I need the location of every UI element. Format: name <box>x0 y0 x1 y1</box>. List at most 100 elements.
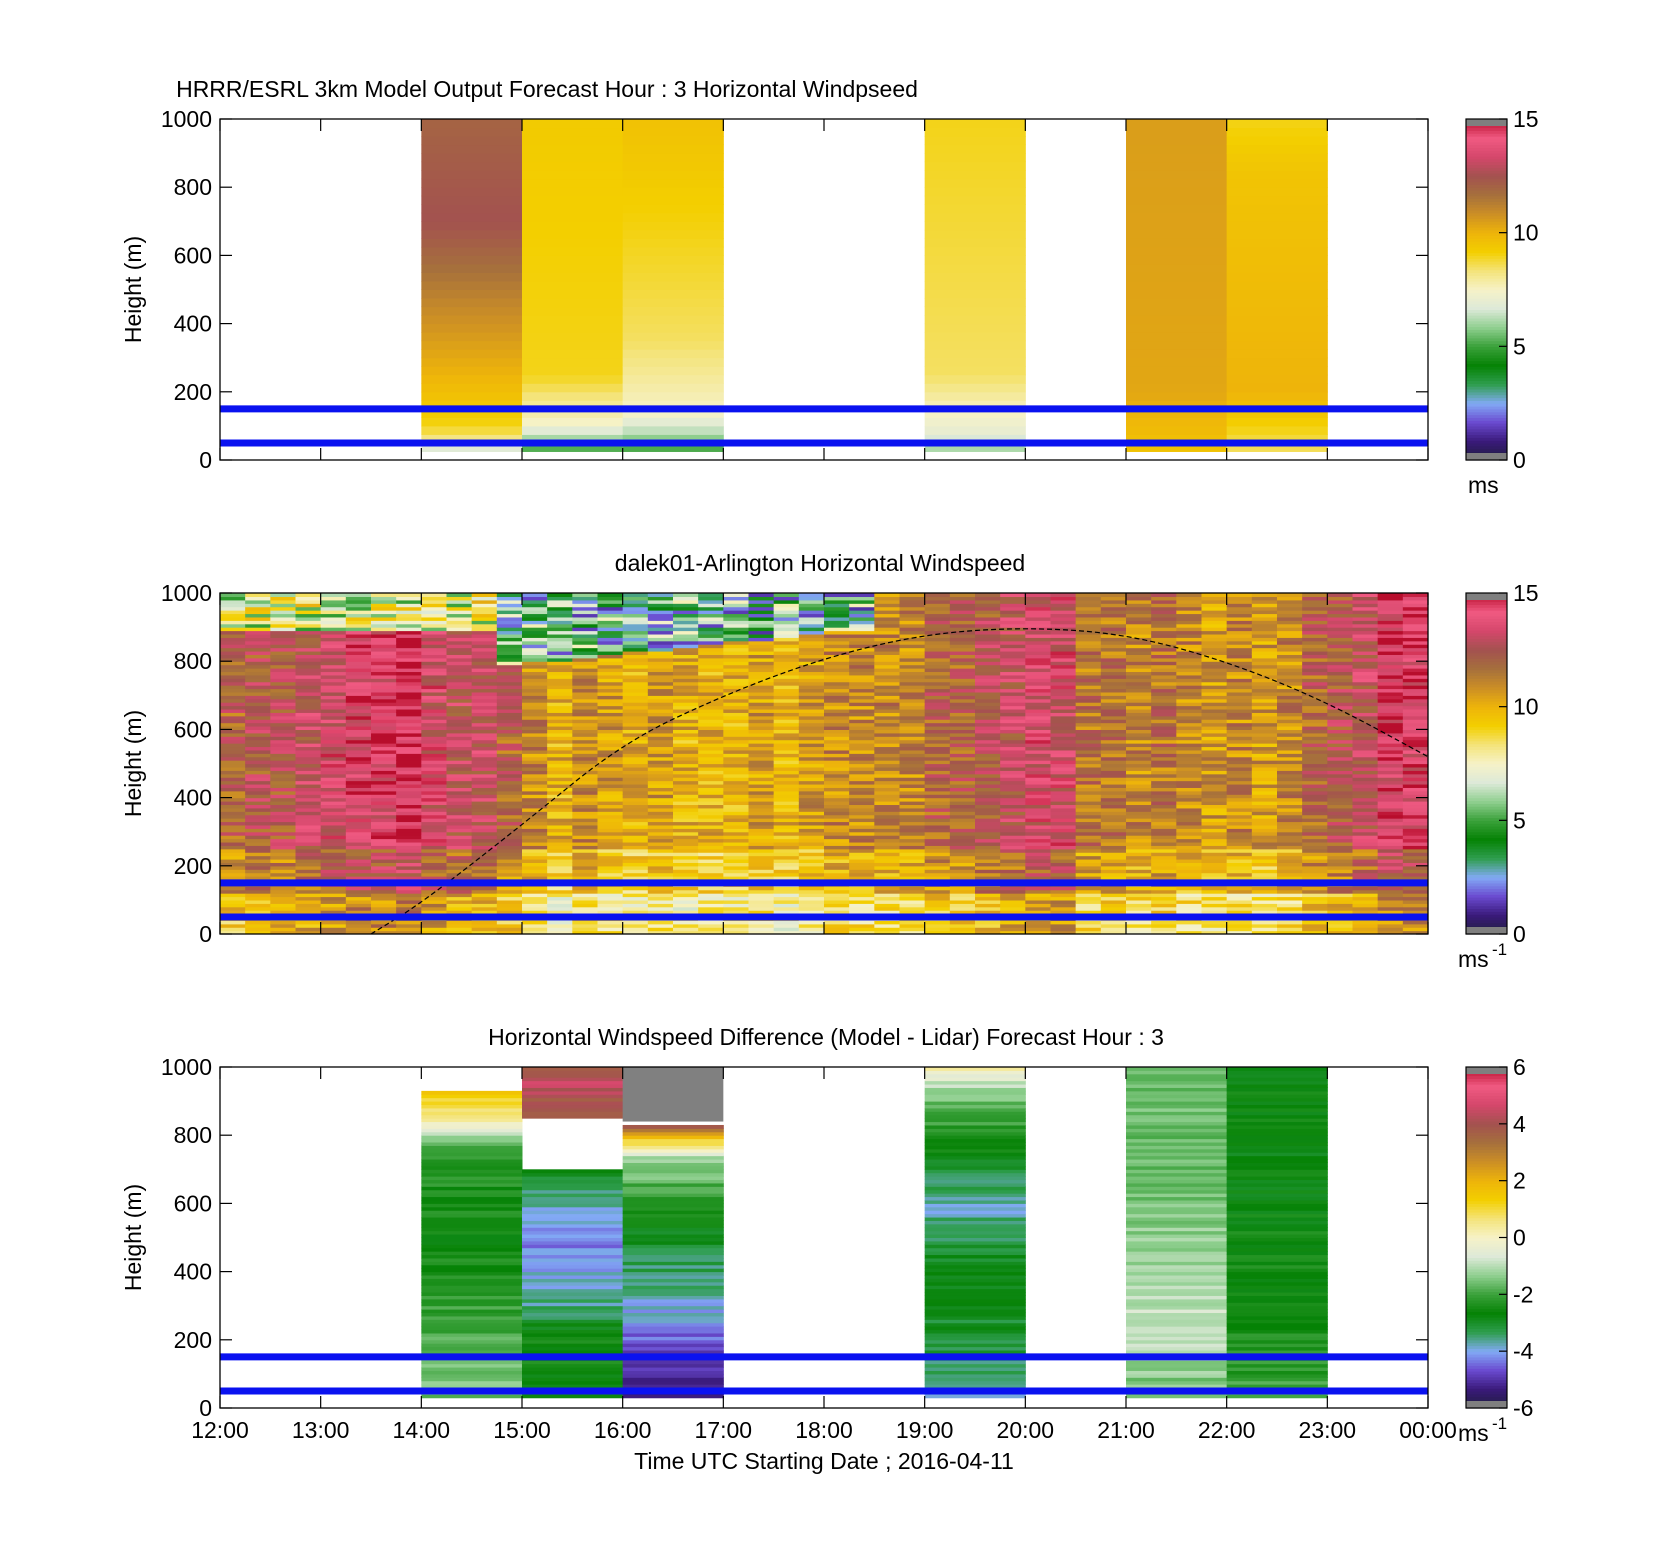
heatmap-cell <box>874 783 901 788</box>
heatmap-cell <box>698 804 724 809</box>
heatmap-cell <box>1151 596 1177 601</box>
heatmap-cell <box>698 889 724 894</box>
heatmap-cell <box>572 910 599 915</box>
colorbar-band <box>1466 212 1507 217</box>
heatmap-cell <box>471 889 498 894</box>
heatmap-cell <box>899 886 926 891</box>
heatmap-cell <box>471 647 498 652</box>
heatmap-cell <box>1126 170 1228 180</box>
heatmap-cell <box>798 797 825 802</box>
heatmap-cell <box>1201 729 1228 734</box>
heatmap-cell <box>220 657 246 662</box>
heatmap-cell <box>421 315 523 325</box>
heatmap-cell <box>1277 777 1303 782</box>
heatmap-cell <box>547 841 573 846</box>
heatmap-cell <box>345 620 372 625</box>
heatmap-cell <box>1100 722 1127 727</box>
heatmap-cell <box>849 835 875 840</box>
heatmap-cell <box>798 606 825 611</box>
heatmap-cell <box>1151 681 1177 686</box>
heatmap-cell <box>1075 630 1102 635</box>
heatmap-cell <box>647 903 674 908</box>
heatmap-cell <box>1126 616 1152 621</box>
heatmap-cell <box>698 678 724 683</box>
heatmap-cell <box>320 722 347 727</box>
heatmap-cell <box>1302 858 1328 863</box>
heatmap-cell <box>396 616 422 621</box>
heatmap-cell <box>874 708 901 713</box>
heatmap-cell <box>446 930 473 934</box>
heatmap-cell <box>295 633 322 638</box>
heatmap-cell <box>270 610 297 615</box>
heatmap-cell <box>723 835 750 840</box>
heatmap-cell <box>245 787 271 792</box>
heatmap-cell <box>773 821 800 826</box>
heatmap-cell <box>1075 702 1102 707</box>
heatmap-cell <box>471 691 498 696</box>
heatmap-cell <box>949 685 976 690</box>
heatmap-cell <box>723 920 750 925</box>
heatmap-cell <box>1100 818 1127 823</box>
heatmap-cell <box>748 725 775 730</box>
heatmap-cell <box>446 903 473 908</box>
heatmap-cell <box>1151 725 1177 730</box>
heatmap-cell <box>597 719 624 724</box>
heatmap-cell <box>824 739 850 744</box>
heatmap-cell <box>471 766 498 771</box>
heatmap-cell <box>924 229 1026 239</box>
heatmap-cell <box>1025 906 1052 911</box>
heatmap-cell <box>320 766 347 771</box>
heatmap-cell <box>1100 811 1127 816</box>
heatmap-cell <box>647 889 674 894</box>
heatmap-cell <box>622 824 649 829</box>
heatmap-cell <box>371 599 397 604</box>
heatmap-cell <box>824 661 850 666</box>
heatmap-cell <box>446 780 473 785</box>
heatmap-cell <box>446 613 473 618</box>
heatmap-cell <box>1251 702 1278 707</box>
heatmap-cell <box>245 708 271 713</box>
heatmap-cell <box>446 841 473 846</box>
heatmap-cell <box>824 698 850 703</box>
heatmap-cell <box>824 773 850 778</box>
heatmap-cell <box>1226 674 1253 679</box>
heatmap-cell <box>622 794 649 799</box>
heatmap-cell <box>673 923 699 928</box>
heatmap-cell <box>748 841 775 846</box>
heatmap-cell <box>421 845 448 850</box>
heatmap-cell <box>421 695 448 700</box>
heatmap-cell <box>748 647 775 652</box>
heatmap-cell <box>798 603 825 608</box>
heatmap-cell <box>597 756 624 761</box>
heatmap-cell <box>446 749 473 754</box>
heatmap-cell <box>798 845 825 850</box>
heatmap-cell <box>421 661 448 666</box>
heatmap-cell <box>1075 746 1102 751</box>
heatmap-cell <box>522 668 548 673</box>
heatmap-cell <box>270 845 297 850</box>
heatmap-cell <box>245 930 271 934</box>
heatmap-cell <box>345 732 372 737</box>
heatmap-cell <box>522 712 548 717</box>
heatmap-cell <box>345 760 372 765</box>
heatmap-cell <box>748 749 775 754</box>
heatmap-cell <box>245 818 271 823</box>
heatmap-cell <box>975 661 1001 666</box>
heatmap-cell <box>798 657 825 662</box>
heatmap-cell <box>572 599 599 604</box>
heatmap-cell <box>446 869 473 874</box>
heatmap-cell <box>220 623 246 628</box>
heatmap-cell <box>748 790 775 795</box>
heatmap-cell <box>1226 681 1253 686</box>
heatmap-cell <box>773 766 800 771</box>
colorbar-band <box>1466 215 1507 220</box>
heatmap-cell <box>1100 831 1127 836</box>
heatmap-cell <box>1201 633 1228 638</box>
colorbar-band <box>1466 340 1507 345</box>
heatmap-cell <box>773 620 800 625</box>
heatmap-cell <box>345 616 372 621</box>
heatmap-cell <box>572 613 599 618</box>
heatmap-cell <box>320 705 347 710</box>
heatmap-cell <box>1000 695 1026 700</box>
heatmap-cell <box>723 889 750 894</box>
